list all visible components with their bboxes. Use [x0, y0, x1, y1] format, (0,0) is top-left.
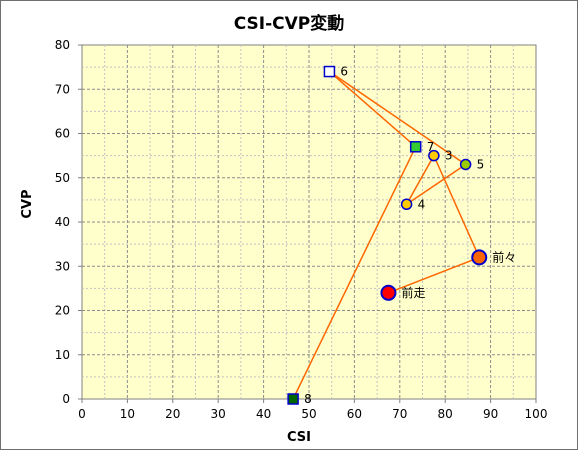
data-point-circle-marker: [471, 249, 488, 266]
data-point-label: 3: [445, 149, 453, 163]
connecting-line-segment: [388, 256, 480, 294]
data-point-square-marker: [323, 65, 336, 78]
connecting-line-segment: [329, 70, 467, 166]
data-point-square-marker: [287, 393, 299, 405]
data-point-square-marker: [409, 141, 422, 153]
x-tick-label: 50: [301, 407, 316, 421]
y-tick-label: 40: [55, 215, 70, 229]
y-tick-label: 70: [55, 82, 70, 96]
tick-labels: 0 10 20 30 40 50 60 70 80 90 100 0 10 20 30 40 50 60 70 80: [55, 38, 548, 421]
data-point-label: 4: [418, 197, 426, 211]
x-tick-label: 0: [78, 407, 86, 421]
y-tick-label: 20: [55, 304, 70, 318]
connecting-lines: [292, 70, 480, 400]
y-axis-title: CVP: [20, 189, 35, 218]
x-axis-title: CSI: [287, 430, 311, 445]
y-tick-label: 10: [55, 348, 70, 362]
connecting-line-segment: [405, 155, 435, 205]
data-point-label: 前走: [401, 285, 425, 300]
y-tick-label: 80: [55, 38, 70, 52]
connecting-line-segment: [406, 163, 467, 205]
data-point-label: 5: [477, 157, 485, 171]
data-points: 前走 前々 3 4 5 6 7 8: [287, 65, 516, 406]
x-tick-label: 80: [438, 407, 453, 421]
data-point-label: 6: [340, 65, 348, 79]
data-point-label: 8: [304, 392, 312, 406]
y-tick-label: 50: [55, 171, 70, 185]
x-tick-label: 70: [392, 407, 407, 421]
y-tick-label: 0: [62, 392, 70, 406]
y-tick-label: 30: [55, 259, 70, 273]
x-tick-label: 100: [525, 407, 548, 421]
grid: [82, 45, 536, 399]
x-tick-label: 90: [483, 407, 498, 421]
x-tick-label: 60: [347, 407, 362, 421]
chart-title: CSI-CVP変動: [234, 13, 345, 34]
connecting-line-segment: [433, 155, 480, 258]
x-tick-label: 40: [256, 407, 271, 421]
x-tick-label: 10: [120, 407, 135, 421]
connecting-line-segment: [328, 70, 417, 148]
data-point-label: 前々: [492, 249, 516, 264]
data-point-circle-marker: [428, 149, 440, 162]
x-tick-label: 20: [165, 407, 180, 421]
x-tick-label: 30: [211, 407, 226, 421]
data-point-circle-marker: [380, 284, 397, 301]
data-point-label: 7: [427, 140, 435, 154]
data-point-circle-marker: [459, 158, 472, 171]
data-point-circle-marker: [400, 198, 413, 211]
connecting-line-segment: [292, 146, 417, 400]
y-tick-label: 60: [55, 127, 70, 141]
